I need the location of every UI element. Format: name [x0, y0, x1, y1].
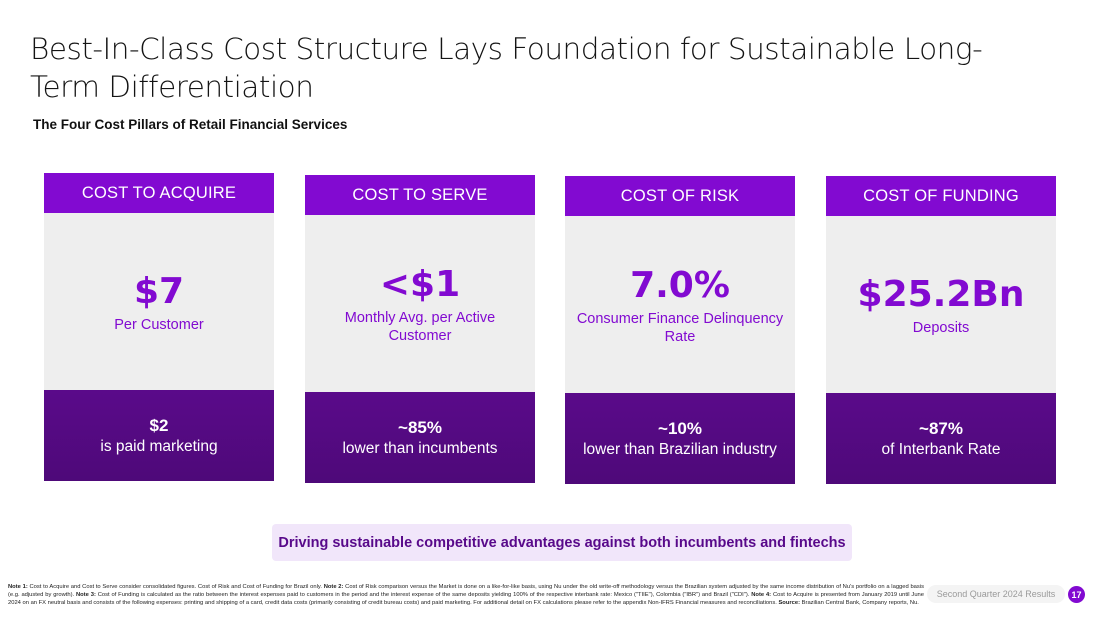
pillar-footer: $2 is paid marketing — [44, 390, 274, 481]
note-3-label: Note 3: — [75, 592, 96, 599]
pillar-body: 7.0% Consumer Finance Delinquency Rate — [565, 216, 795, 393]
pillar-stat: $2 — [149, 415, 169, 435]
pillar-stat: ~10% — [658, 418, 702, 438]
pillar-cost-to-serve: COST TO SERVE <$1 Monthly Avg. per Activ… — [305, 175, 535, 483]
source-text: Brazilian Central Bank, Company reports,… — [800, 600, 919, 607]
pillar-description: Per Customer — [114, 316, 204, 333]
pillar-footer: ~87% of Interbank Rate — [826, 393, 1056, 484]
pillar-value: $25.2Bn — [857, 273, 1025, 315]
footnotes: Note 1: Cost to Acquire and Cost to Serv… — [8, 583, 924, 608]
pillar-value: <$1 — [379, 263, 461, 305]
pillar-body: $25.2Bn Deposits — [826, 216, 1056, 393]
source-label: Source: — [778, 600, 801, 607]
pillar-stat-description: is paid marketing — [100, 437, 218, 455]
pillar-stat: ~87% — [919, 418, 963, 438]
pillar-footer: ~10% lower than Brazilian industry — [565, 393, 795, 484]
note-2-text: Cost of Risk comparison versus the Marke… — [8, 584, 924, 599]
pillar-stat-description: lower than incumbents — [342, 439, 498, 457]
slide-subtitle: The Four Cost Pillars of Retail Financia… — [33, 117, 348, 132]
pillar-cost-of-funding: COST OF FUNDING $25.2Bn Deposits ~87% of… — [826, 176, 1056, 484]
slide-title: Best-In-Class Cost Structure Lays Founda… — [30, 32, 983, 104]
pillar-header: COST TO ACQUIRE — [44, 173, 274, 213]
pillar-stat: ~85% — [398, 417, 442, 437]
pillar-stat-description: lower than Brazilian industry — [583, 440, 777, 458]
pillar-body: <$1 Monthly Avg. per Active Customer — [305, 215, 535, 392]
pillar-stat-description: of Interbank Rate — [881, 440, 1001, 458]
pillar-description: Monthly Avg. per Active Customer — [344, 309, 496, 344]
note-1-text: Cost to Acquire and Cost to Serve consid… — [27, 584, 324, 590]
pillar-header: COST TO SERVE — [305, 175, 535, 215]
note-3-text: Cost of Funding is calculated as the rat… — [95, 592, 752, 599]
pillar-footer: ~85% lower than incumbents — [305, 392, 535, 483]
pillar-value: $7 — [133, 270, 185, 312]
summary-banner: Driving sustainable competitive advantag… — [272, 524, 852, 561]
pillar-description: Consumer Finance Delinquency Rate — [576, 310, 784, 345]
pillar-cost-of-risk: COST OF RISK 7.0% Consumer Finance Delin… — [565, 176, 795, 484]
note-4-text: Cost to Acquire is presented from Januar… — [8, 592, 924, 607]
pillar-cost-to-acquire: COST TO ACQUIRE $7 Per Customer $2 is pa… — [44, 173, 274, 481]
pillar-body: $7 Per Customer — [44, 213, 274, 390]
pillar-header: COST OF RISK — [565, 176, 795, 216]
note-2-label: Note 2: — [323, 584, 344, 590]
pillar-description: Deposits — [912, 319, 970, 336]
footer-report-label: Second Quarter 2024 Results — [927, 585, 1065, 603]
pillar-header: COST OF FUNDING — [826, 176, 1056, 216]
note-1-label: Note 1: — [8, 584, 28, 590]
pillar-value: 7.0% — [630, 264, 730, 306]
page-number-badge: 17 — [1068, 586, 1085, 603]
note-4-label: Note 4: — [751, 592, 772, 599]
